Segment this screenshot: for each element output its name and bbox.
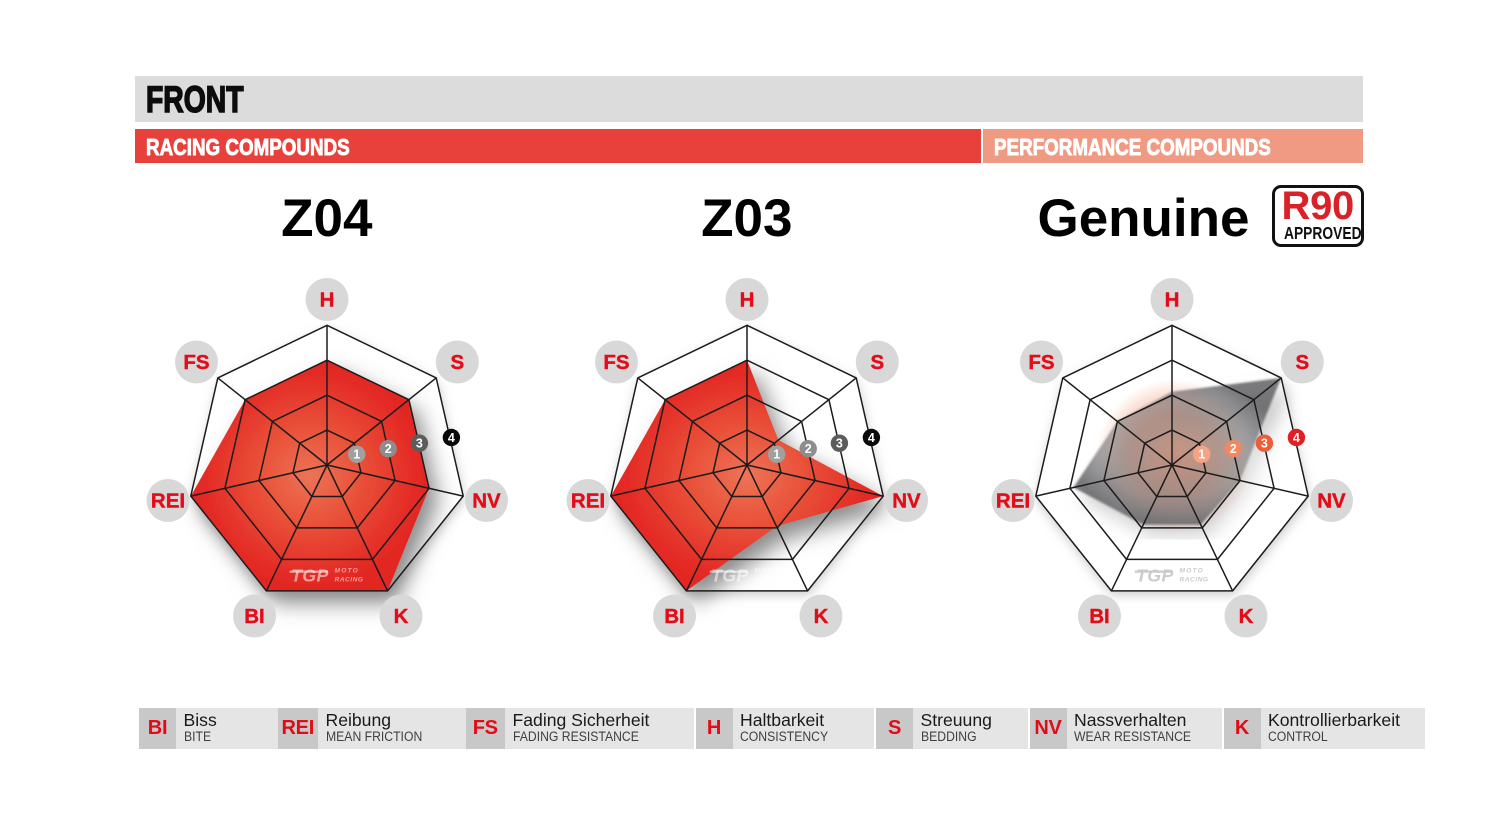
svg-text:H: H: [1164, 288, 1179, 311]
svg-text:REI: REI: [571, 489, 605, 512]
svg-text:RACING: RACING: [334, 576, 363, 583]
svg-text:REI: REI: [996, 489, 1030, 512]
svg-text:BI: BI: [244, 605, 265, 628]
svg-text:BI: BI: [664, 605, 685, 628]
svg-text:NV: NV: [472, 489, 501, 512]
svg-text:1: 1: [773, 447, 780, 461]
svg-text:REI: REI: [151, 489, 185, 512]
svg-text:2: 2: [805, 442, 812, 456]
svg-text:TGP: TGP: [1136, 565, 1174, 585]
svg-text:1: 1: [1198, 447, 1205, 461]
svg-text:NV: NV: [892, 489, 921, 512]
svg-text:RACING: RACING: [754, 576, 783, 583]
svg-text:1: 1: [353, 447, 360, 461]
svg-text:MOTO: MOTO: [334, 567, 358, 574]
svg-text:2: 2: [385, 442, 392, 456]
svg-text:TGP: TGP: [291, 565, 329, 585]
svg-text:3: 3: [1261, 436, 1268, 450]
svg-text:3: 3: [416, 436, 423, 450]
svg-text:H: H: [319, 288, 334, 311]
svg-text:BI: BI: [1089, 605, 1110, 628]
svg-text:S: S: [870, 351, 884, 374]
svg-text:RACING: RACING: [1179, 576, 1208, 583]
svg-text:2: 2: [1230, 442, 1237, 456]
svg-text:K: K: [393, 605, 408, 628]
svg-text:4: 4: [1293, 431, 1300, 445]
svg-text:K: K: [813, 605, 828, 628]
svg-text:MOTO: MOTO: [754, 567, 778, 574]
svg-text:H: H: [739, 288, 754, 311]
svg-text:K: K: [1238, 605, 1253, 628]
svg-text:TGP: TGP: [711, 565, 749, 585]
svg-text:NV: NV: [1317, 489, 1346, 512]
svg-text:S: S: [1295, 351, 1309, 374]
svg-text:S: S: [450, 351, 464, 374]
svg-text:4: 4: [448, 431, 455, 445]
svg-text:MOTO: MOTO: [1179, 567, 1203, 574]
svg-text:FS: FS: [183, 351, 209, 374]
svg-text:FS: FS: [603, 351, 629, 374]
svg-text:3: 3: [836, 436, 843, 450]
svg-text:4: 4: [868, 431, 875, 445]
svg-text:FS: FS: [1028, 351, 1054, 374]
